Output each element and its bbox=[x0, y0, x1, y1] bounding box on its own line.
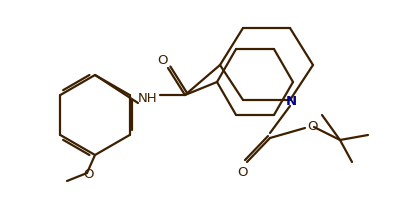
Text: NH: NH bbox=[138, 91, 158, 105]
Text: N: N bbox=[286, 95, 296, 108]
Text: O: O bbox=[83, 168, 93, 181]
Text: O: O bbox=[157, 54, 167, 67]
Text: O: O bbox=[308, 119, 318, 133]
Text: O: O bbox=[237, 166, 247, 179]
